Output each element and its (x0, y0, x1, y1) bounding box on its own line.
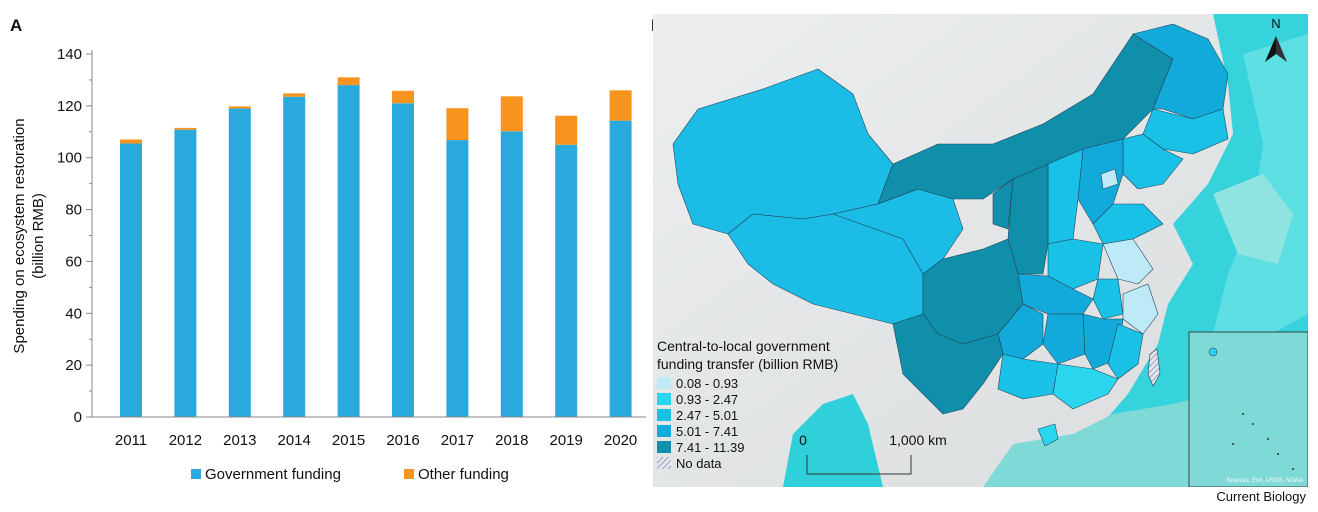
province-yunnan (892, 313, 1004, 415)
bar-government-funding (174, 129, 197, 417)
x-tick-label: 2015 (332, 432, 365, 449)
y-tick-label: 60 (65, 253, 82, 270)
bar-other-funding (337, 77, 360, 86)
legend-label-government: Government funding (205, 466, 341, 483)
panel-a-label: A (10, 16, 23, 35)
legend-swatch-other (404, 469, 414, 479)
bar-other-funding (392, 90, 414, 104)
bar-government-funding (228, 108, 251, 417)
bar-series (120, 77, 632, 418)
y-axis-title-line2: (billion RMB) (30, 193, 47, 279)
bar-other-funding (555, 115, 578, 145)
map-legend-label-2: 0.93 - 2.47 (676, 392, 738, 407)
map-legend-label-1: 0.08 - 0.93 (676, 376, 738, 391)
bar-government-funding (500, 131, 523, 417)
y-tick-label: 20 (65, 357, 82, 374)
region-taiwan (1147, 348, 1161, 387)
bar-government-funding (446, 140, 469, 417)
province-jiangsu (1102, 238, 1154, 285)
map-legend-swatch-3 (657, 409, 671, 421)
north-label: N (1271, 16, 1280, 31)
province-fujian (1107, 323, 1144, 380)
bar-government-funding (609, 120, 632, 418)
province-anhui (1092, 278, 1124, 320)
scale-label-start: 0 (799, 432, 807, 448)
funding-transfer-map: Sources: Esri, USGS, NOAA N Central-to-l… (653, 14, 1308, 487)
y-axis: 0 20 40 60 80 100 120 140 (57, 46, 93, 426)
y-tick-label: 40 (65, 305, 82, 322)
y-tick-label: 0 (74, 409, 82, 426)
map-legend-swatch-4 (657, 425, 671, 437)
map-legend-label-3: 2.47 - 5.01 (676, 408, 738, 423)
bar-government-funding (120, 143, 142, 418)
provinces (672, 23, 1229, 447)
chart-legend: Government funding Other funding (191, 466, 509, 483)
map-legend-title-line2: funding transfer (billion RMB) (657, 356, 838, 372)
x-tick-label: 2011 (115, 432, 147, 449)
x-tick-label: 2018 (495, 432, 528, 449)
x-tick-label: 2016 (386, 432, 419, 449)
north-arrow-icon: N (1265, 16, 1287, 62)
province-hubei (1017, 273, 1094, 315)
x-tick-label: 2019 (550, 432, 583, 449)
sea-south-china (983, 394, 1213, 487)
scale-label-end: 1,000 km (889, 432, 947, 448)
map-legend-swatch-2 (657, 393, 671, 405)
map-legend-label-4: 5.01 - 7.41 (676, 424, 738, 439)
sea-bay-of-bengal (783, 394, 883, 487)
y-axis-title-line1: Spending on ecosystem restoration (11, 118, 28, 353)
bar-government-funding (555, 144, 578, 417)
bar-other-funding (609, 90, 632, 121)
province-zhejiang (1122, 283, 1159, 335)
x-tick-label: 2014 (278, 432, 311, 449)
bar-government-funding (337, 85, 360, 417)
bar-other-funding (228, 106, 251, 109)
bar-other-funding (446, 108, 469, 141)
map-legend-swatch-5 (657, 441, 671, 453)
map-legend-title-line1: Central-to-local government (657, 338, 830, 354)
scale-bar: 0 1,000 km (799, 432, 947, 475)
province-beijing-tianjin (1100, 168, 1119, 190)
y-tick-label: 120 (57, 98, 82, 115)
map-legend-swatch-nodata (657, 457, 671, 469)
x-tick-label: 2017 (441, 432, 474, 449)
bar-government-funding (392, 103, 414, 417)
legend-label-other: Other funding (418, 466, 509, 483)
province-ningxia (992, 178, 1014, 230)
bar-other-funding (174, 127, 197, 130)
province-guangdong (1052, 363, 1119, 410)
map-sources: Sources: Esri, USGS, NOAA (1227, 478, 1303, 484)
x-tick-label: 2020 (604, 432, 637, 449)
inset-islands (1208, 347, 1294, 470)
bar-other-funding (283, 93, 306, 97)
bar-government-funding (283, 96, 306, 418)
province-hainan (1037, 423, 1059, 447)
map-legend-label-5: 7.41 - 11.39 (676, 440, 744, 455)
x-tick-label: 2012 (169, 432, 202, 449)
map-legend-label-nodata: No data (676, 456, 722, 471)
sea-japan (1213, 174, 1293, 264)
x-tick-label: 2013 (223, 432, 256, 449)
map-legend-swatch-1 (657, 377, 671, 389)
province-liaoning (1122, 133, 1184, 190)
y-tick-label: 100 (57, 150, 82, 167)
legend-swatch-government (191, 469, 201, 479)
y-tick-label: 80 (65, 202, 82, 219)
province-hunan (1042, 313, 1086, 365)
x-axis: 2011 2012 2013 2014 2015 2016 2017 2018 2019 2020 (92, 416, 646, 449)
map-legend: Central-to-local government funding tran… (657, 338, 838, 471)
y-tick-label: 140 (57, 46, 82, 63)
inset-map-frame (1188, 331, 1308, 487)
bar-other-funding (500, 96, 523, 132)
journal-credit: Current Biology (1216, 489, 1306, 504)
bar-other-funding (120, 139, 142, 144)
province-shaanxi (1007, 163, 1049, 275)
